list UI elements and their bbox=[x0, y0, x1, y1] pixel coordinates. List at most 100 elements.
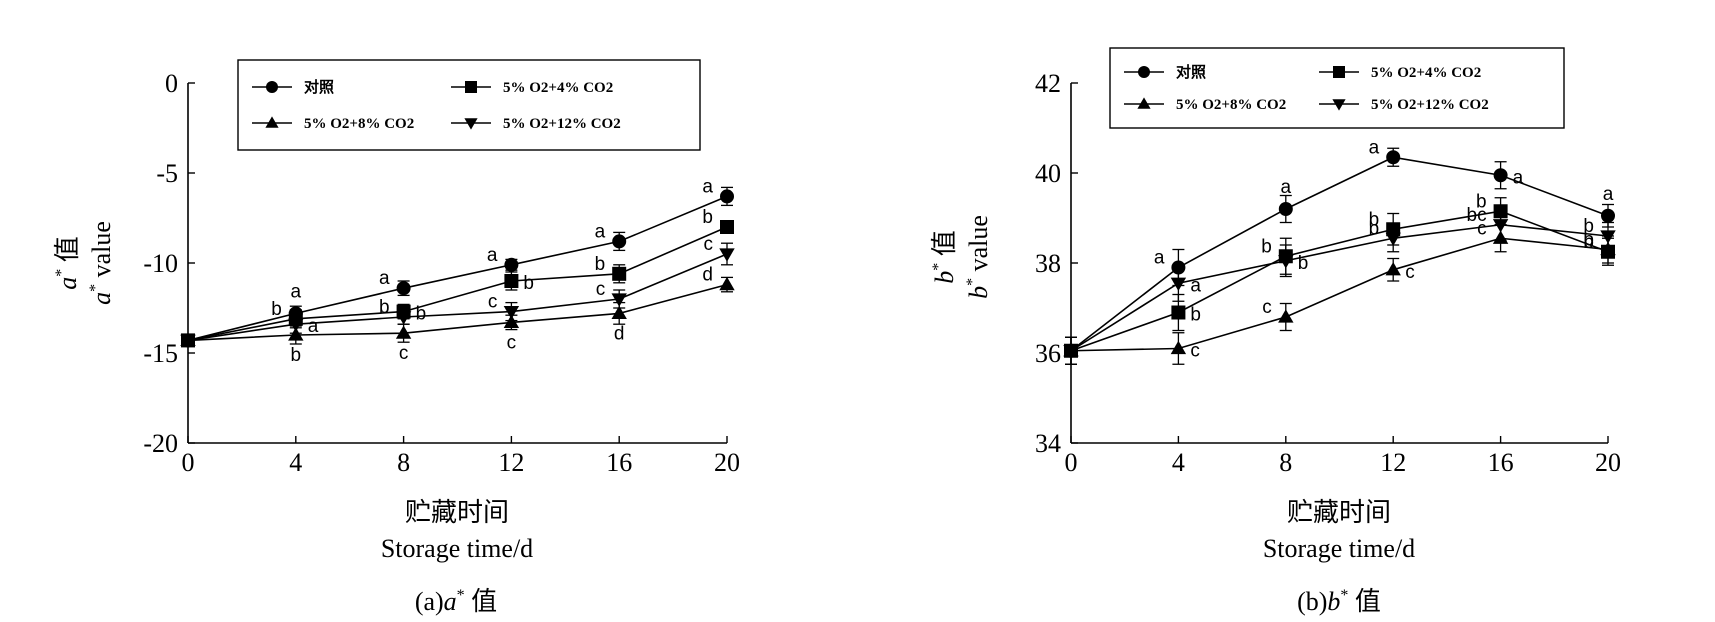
caption-sup: * bbox=[457, 587, 465, 604]
y-tick-label: 38 bbox=[1035, 249, 1061, 278]
y-tick-label: -20 bbox=[143, 429, 178, 458]
x-axis-title-cn: 贮藏时间 bbox=[405, 498, 509, 527]
data-point bbox=[395, 311, 412, 325]
significance-letter: b bbox=[1583, 216, 1594, 237]
y-tick-label: -5 bbox=[156, 159, 178, 188]
significance-letter: c bbox=[704, 234, 714, 255]
x-tick-label: 16 bbox=[1488, 448, 1514, 477]
data-point bbox=[720, 220, 734, 234]
y-title-suffix: 值 bbox=[930, 230, 959, 263]
significance-letter: b bbox=[1583, 232, 1594, 253]
caption-prefix: (a) bbox=[415, 587, 444, 616]
data-point bbox=[719, 248, 735, 262]
series-line bbox=[187, 283, 728, 342]
x-tick-label: 12 bbox=[1380, 448, 1406, 477]
data-point bbox=[1170, 277, 1187, 291]
legend-label: 对照 bbox=[304, 78, 334, 96]
significance-letter: a bbox=[1369, 137, 1380, 158]
x-tick-label: 12 bbox=[498, 448, 524, 477]
legend-marker bbox=[465, 81, 477, 93]
significance-letter: a bbox=[308, 316, 319, 337]
data-point bbox=[503, 306, 520, 320]
significance-letter: b bbox=[271, 299, 282, 320]
legend-marker bbox=[1333, 66, 1345, 78]
significance-letter: c bbox=[1405, 262, 1415, 283]
y-tick-label: 36 bbox=[1035, 339, 1061, 368]
x-tick-label: 8 bbox=[397, 448, 410, 477]
significance-letter: b bbox=[1261, 236, 1272, 257]
x-tick-label: 4 bbox=[1172, 448, 1185, 477]
legend-item-2: 5% O2+8% CO2 bbox=[252, 116, 414, 132]
legend-item-0: 对照 bbox=[1124, 63, 1206, 81]
significance-letter: b bbox=[1476, 191, 1487, 212]
significance-letter: a bbox=[1154, 248, 1165, 269]
series-2: b cc dd bbox=[180, 265, 735, 366]
data-point bbox=[395, 325, 412, 339]
legend-label: 5% O2+4% CO2 bbox=[503, 80, 613, 96]
y-title-var: b bbox=[964, 286, 993, 299]
significance-letter: b bbox=[291, 345, 302, 366]
data-point bbox=[612, 234, 627, 249]
significance-letter: c bbox=[1262, 297, 1272, 318]
y-title-sup: * bbox=[53, 269, 70, 277]
legend-marker bbox=[1138, 66, 1150, 78]
chart-panel-a: 0 4 8 12 16 20 0 -5 -10 -15 -20 贮藏时间 Storage time/d a… bbox=[53, 59, 740, 616]
x-tick-label: 0 bbox=[1065, 448, 1078, 477]
data-point bbox=[1170, 340, 1187, 355]
significance-letter: c bbox=[399, 343, 409, 364]
legend-label: 5% O2+4% CO2 bbox=[1371, 65, 1481, 81]
y-title-suffix: value bbox=[964, 215, 993, 278]
legend-item-0: 对照 bbox=[252, 78, 334, 96]
legend-marker bbox=[266, 81, 278, 93]
legend-marker bbox=[265, 116, 279, 128]
caption-var: b bbox=[1327, 587, 1340, 616]
y-title-sup: * bbox=[930, 263, 947, 271]
significance-letter: a bbox=[1513, 167, 1524, 188]
y-tick-label: -15 bbox=[143, 339, 178, 368]
data-point bbox=[504, 274, 519, 288]
y-tick-label: -10 bbox=[143, 249, 178, 278]
significance-letter: a bbox=[595, 221, 606, 242]
legend-marker bbox=[464, 118, 478, 130]
y-title-var: a bbox=[53, 277, 82, 290]
data-point bbox=[1278, 202, 1293, 216]
data-point bbox=[611, 305, 627, 319]
significance-letter: a bbox=[291, 281, 302, 302]
significance-letter: b bbox=[595, 254, 606, 275]
significance-letter: a bbox=[1281, 177, 1292, 198]
data-point bbox=[504, 257, 519, 272]
legend-item-2: 5% O2+8% CO2 bbox=[1124, 97, 1286, 113]
caption-var: a bbox=[444, 587, 457, 616]
significance-letter: c bbox=[507, 332, 517, 353]
series-line bbox=[1070, 156, 1609, 352]
data-point bbox=[1171, 305, 1186, 320]
legend-label: 5% O2+8% CO2 bbox=[1176, 97, 1286, 113]
y-title-var: b bbox=[930, 271, 959, 284]
legend-label: 对照 bbox=[1176, 63, 1206, 81]
data-point bbox=[288, 327, 304, 341]
legend-marker bbox=[1332, 99, 1346, 111]
data-point bbox=[1385, 262, 1401, 276]
data-point bbox=[1601, 208, 1615, 223]
legend-label: 5% O2+12% CO2 bbox=[1371, 97, 1489, 113]
legend-marker bbox=[1137, 97, 1151, 109]
series-line bbox=[187, 253, 728, 342]
caption-sup: * bbox=[1340, 587, 1348, 604]
y-title-suffix: 值 bbox=[53, 236, 82, 269]
x-tick-label: 20 bbox=[714, 448, 740, 477]
significance-letter: b bbox=[1190, 305, 1201, 326]
series-line bbox=[1070, 210, 1609, 352]
series-line bbox=[187, 226, 728, 342]
y-axis-title-en: b* value bbox=[964, 215, 993, 299]
data-point bbox=[396, 281, 411, 296]
y-tick-label: 42 bbox=[1035, 69, 1061, 98]
data-point bbox=[503, 314, 520, 328]
x-axis-title-cn: 贮藏时间 bbox=[1287, 498, 1391, 527]
data-point bbox=[1492, 219, 1509, 233]
series-3: ab ccc bbox=[180, 234, 735, 349]
legend-box bbox=[1109, 47, 1565, 129]
